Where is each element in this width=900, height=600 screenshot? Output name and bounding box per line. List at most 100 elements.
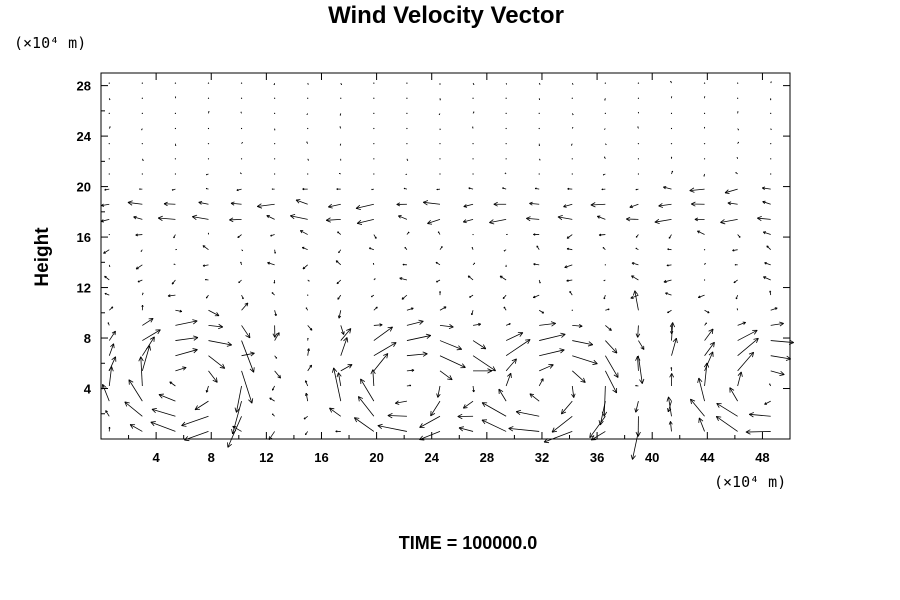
vector-arrow (733, 279, 738, 284)
vector-arrow (737, 234, 741, 238)
vector-arrow (670, 156, 673, 159)
vector-arrow (439, 355, 466, 369)
vector-arrow (505, 339, 531, 357)
vector-arrow (638, 340, 645, 350)
vector-arrow (273, 82, 276, 86)
vector-arrow (505, 97, 507, 99)
vector-arrow (770, 81, 772, 84)
vector-arrow (337, 231, 342, 235)
vector-arrow (703, 173, 705, 177)
vector-arrow (307, 364, 313, 372)
vector-arrow (663, 279, 672, 284)
vector-arrow (604, 128, 606, 130)
vector-arrow (571, 126, 574, 129)
vector-arrow (171, 188, 176, 191)
vector-arrow (301, 246, 308, 251)
vector-arrow (634, 401, 639, 413)
vector-arrow (406, 368, 415, 372)
vector-arrow (571, 113, 574, 116)
vector-arrow (274, 143, 276, 145)
vector-arrow (336, 279, 342, 285)
vector-arrow (207, 143, 210, 145)
vector-arrow (406, 231, 410, 235)
vector-arrow (339, 113, 342, 116)
vector-arrow (691, 201, 705, 207)
vector-arrow (698, 417, 705, 432)
vector-arrow (763, 276, 771, 281)
vector-arrow (141, 112, 143, 114)
vector-arrow (240, 111, 242, 114)
vector-arrow (572, 370, 586, 383)
vector-arrow (493, 201, 507, 207)
vector-arrow (406, 307, 414, 311)
vector-arrow (306, 113, 309, 116)
y-tick-label: 24 (77, 129, 92, 144)
vector-arrow (427, 219, 441, 225)
vector-arrow (141, 292, 144, 296)
vector-arrow (502, 294, 507, 299)
vector-arrow (737, 351, 755, 372)
vector-arrow (472, 143, 474, 145)
y-axis-label: Height (32, 227, 53, 287)
vector-arrow (737, 82, 739, 84)
vector-arrow (141, 97, 143, 99)
vector-arrow (207, 127, 210, 130)
vector-arrow (274, 249, 277, 254)
vector-arrow (694, 217, 705, 222)
vector-arrow (727, 201, 738, 206)
vector-arrow (737, 141, 739, 144)
vector-arrow (336, 372, 342, 387)
vector-arrow (439, 324, 454, 330)
vector-arrow (239, 172, 242, 175)
vector-arrow (141, 128, 143, 131)
vector-arrow (273, 279, 276, 284)
vector-arrow (406, 333, 432, 341)
vector-arrow (163, 201, 176, 207)
vector-arrow (533, 233, 540, 236)
vector-arrow (737, 321, 746, 326)
vector-arrow (632, 290, 639, 311)
vector-arrow (205, 294, 209, 299)
vector-arrow (274, 97, 276, 99)
vector-arrow (571, 158, 573, 160)
vector-arrow (230, 201, 242, 206)
vector-arrow (167, 294, 176, 298)
y-tick-label: 20 (77, 180, 91, 195)
vector-arrow (401, 294, 408, 300)
vector-arrow (104, 188, 110, 191)
vector-arrow (462, 400, 474, 409)
vector-arrow (373, 173, 375, 175)
vector-arrow (174, 127, 177, 130)
vector-arrow (635, 234, 639, 238)
vector-arrow (770, 321, 784, 327)
vector-arrow (108, 306, 114, 311)
vector-arrow (638, 355, 645, 384)
vector-arrow (229, 217, 242, 223)
vector-arrow (373, 112, 375, 114)
vector-arrow (671, 337, 678, 356)
x-tick-label: 48 (755, 450, 769, 465)
vector-arrow (703, 143, 706, 145)
vector-arrow (630, 431, 639, 460)
vector-arrow (304, 392, 309, 402)
vector-arrow (208, 355, 226, 369)
vector-arrow (202, 245, 209, 251)
vector-arrow (603, 279, 606, 282)
vector-arrow (331, 367, 342, 402)
vector-arrow (271, 188, 275, 190)
vector-arrow (590, 202, 606, 208)
vector-arrow (108, 143, 110, 145)
vector-arrow (734, 263, 738, 266)
vector-arrow (107, 322, 110, 326)
vector-arrow (529, 201, 540, 206)
vector-arrow (658, 203, 672, 208)
vector-arrow (208, 340, 232, 347)
vector-arrow (566, 279, 573, 282)
vector-arrow (762, 200, 771, 205)
vector-arrow (704, 322, 707, 326)
vector-arrow (151, 407, 176, 417)
vector-arrow (737, 337, 759, 357)
vector-arrow (630, 294, 639, 299)
vector-arrow (736, 308, 739, 311)
vector-arrow (329, 407, 342, 417)
